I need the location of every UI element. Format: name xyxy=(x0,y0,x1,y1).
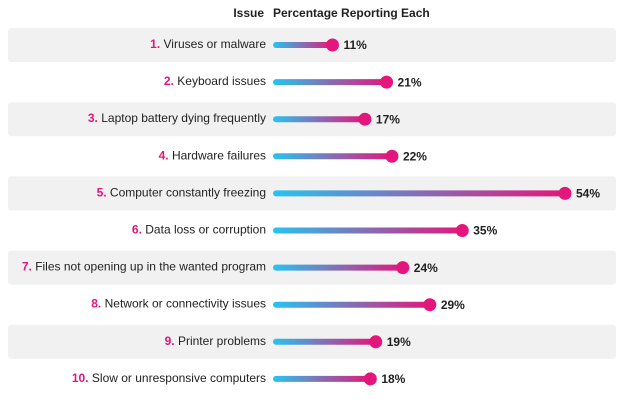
lollipop xyxy=(273,38,339,52)
lollipop xyxy=(273,261,410,275)
category-name: Files not opening up in the wanted progr… xyxy=(35,260,266,274)
bar xyxy=(273,153,392,160)
bar xyxy=(273,116,365,123)
rank: 3. xyxy=(88,111,98,125)
category-name: Keyboard issues xyxy=(177,74,266,88)
rank: 9. xyxy=(165,334,175,348)
lollipop xyxy=(273,75,394,89)
category-label: 9. Printer problems xyxy=(165,334,266,348)
category-name: Viruses or malware xyxy=(164,37,267,51)
lollipop xyxy=(273,149,399,163)
category-name: Network or connectivity issues xyxy=(105,297,266,311)
rank: 4. xyxy=(159,148,169,162)
value-label: 35% xyxy=(473,224,497,238)
value-label: 22% xyxy=(403,149,427,163)
category-name: Computer constantly freezing xyxy=(110,186,266,200)
category-label: 1. Viruses or malware xyxy=(150,37,266,51)
dot xyxy=(558,186,572,200)
category-label: 7. Files not opening up in the wanted pr… xyxy=(22,260,266,274)
category-name: Slow or unresponsive computers xyxy=(92,371,266,385)
lollipop xyxy=(273,224,469,237)
dot xyxy=(380,75,394,89)
dot xyxy=(455,224,469,237)
lollipop xyxy=(273,372,377,386)
column-header: Issue xyxy=(233,6,264,20)
category-name: Laptop battery dying frequently xyxy=(101,111,266,125)
rank: 6. xyxy=(132,223,142,237)
value-label: 19% xyxy=(387,335,411,349)
lollipop xyxy=(273,112,372,126)
lollipop xyxy=(273,298,437,312)
rank: 7. xyxy=(22,260,32,274)
bar xyxy=(273,264,403,271)
rank: 2. xyxy=(164,74,174,88)
dot xyxy=(325,38,339,52)
dot xyxy=(369,335,383,349)
column-header: Percentage Reporting Each xyxy=(273,6,430,20)
category-label: 10. Slow or unresponsive computers xyxy=(72,371,266,385)
category-label: 5. Computer constantly freezing xyxy=(97,186,266,200)
bar xyxy=(273,79,387,86)
value-label: 21% xyxy=(398,75,422,89)
bar xyxy=(273,301,430,308)
value-label: 11% xyxy=(343,38,367,52)
category-label: 3. Laptop battery dying frequently xyxy=(88,111,266,125)
category-label: 4. Hardware failures xyxy=(159,148,266,162)
category-name: Hardware failures xyxy=(172,148,266,162)
dot xyxy=(385,149,399,163)
bar xyxy=(273,338,376,345)
category-label: 8. Network or connectivity issues xyxy=(91,297,266,311)
value-label: 18% xyxy=(381,372,405,386)
value-label: 17% xyxy=(376,112,400,126)
dot xyxy=(358,112,372,126)
rank: 1. xyxy=(150,37,160,51)
dot xyxy=(423,298,437,312)
bar xyxy=(273,375,371,382)
value-label: 54% xyxy=(576,187,600,201)
category-label: 6. Data loss or corruption xyxy=(132,223,266,237)
rank: 5. xyxy=(97,186,107,200)
value-label: 29% xyxy=(441,298,465,312)
category-label: 2. Keyboard issues xyxy=(164,74,266,88)
rank: 8. xyxy=(91,297,101,311)
bar xyxy=(273,190,565,197)
rank: 10. xyxy=(72,371,89,385)
dot xyxy=(363,372,377,386)
lollipop xyxy=(273,186,572,200)
category-name: Printer problems xyxy=(178,334,266,348)
bar xyxy=(273,42,333,48)
value-label: 24% xyxy=(414,261,438,275)
category-name: Data loss or corruption xyxy=(145,223,266,237)
bar xyxy=(273,227,463,234)
dot xyxy=(396,261,410,275)
lollipop xyxy=(273,335,383,349)
